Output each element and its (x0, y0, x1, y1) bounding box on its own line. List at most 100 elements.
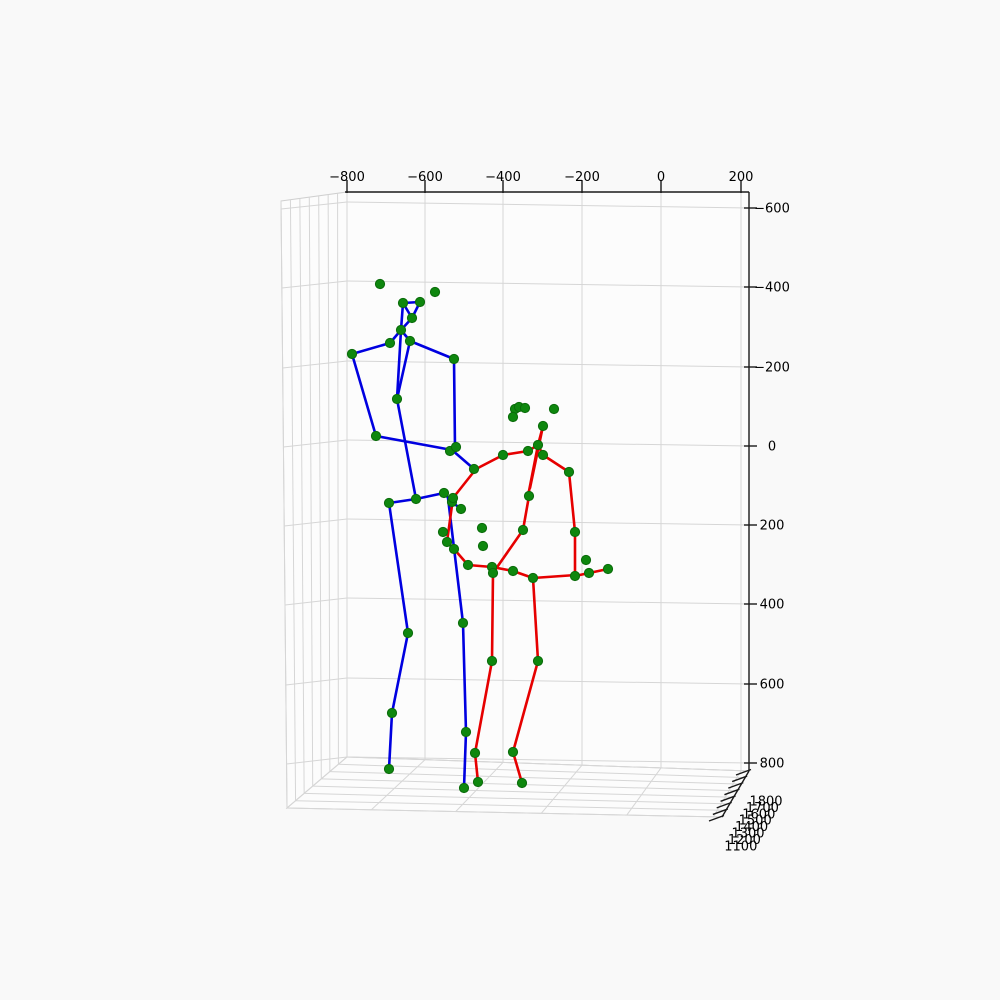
y-grid-floor (329, 771, 742, 785)
joint-marker (395, 324, 407, 336)
joint-marker (532, 439, 544, 451)
z-grid-wall (346, 597, 750, 605)
joint-marker (383, 497, 395, 509)
person-blue-bone (395, 328, 403, 401)
y-grid-floor (304, 792, 730, 805)
joint-marker (410, 493, 422, 505)
joint-marker (450, 441, 462, 453)
y-grid-floor (286, 807, 723, 818)
x-axis-tick-label: −800 (329, 170, 365, 185)
joint-marker (516, 777, 528, 789)
y-grid-wall (289, 199, 297, 801)
y-grid-wall (299, 198, 305, 794)
joint-marker (370, 430, 382, 442)
z-axis-tick-label: 600 (760, 678, 785, 693)
z-axis-tick-label: 800 (760, 757, 785, 772)
x-axis-tick-label: −400 (485, 170, 521, 185)
z-axis-tick-label: −200 (754, 361, 790, 376)
joint-marker (548, 403, 560, 415)
joint-marker (448, 543, 460, 555)
x-grid-floor (455, 762, 504, 812)
joint-marker (391, 393, 403, 405)
joint-marker (507, 411, 519, 423)
joint-marker (487, 567, 499, 579)
z-grid-left (283, 439, 348, 448)
joint-marker (457, 617, 469, 629)
joint-marker (406, 312, 418, 324)
joint-marker (486, 655, 498, 667)
y-axis-tick (735, 768, 752, 776)
joint-marker (477, 540, 489, 552)
person-blue-bone (387, 501, 410, 771)
joint-marker (468, 463, 480, 475)
joint-marker (383, 763, 395, 775)
joint-marker (462, 559, 474, 571)
y-axis-tick (712, 808, 729, 816)
y-axis-tick (731, 775, 748, 783)
z-grid-wall (346, 360, 750, 368)
y-grid-floor (338, 763, 746, 779)
z-axis-tick-label: 0 (768, 440, 776, 455)
joint-marker (507, 746, 519, 758)
x-axis-tick-label: −200 (564, 170, 600, 185)
z-axis-tick-label: −400 (754, 281, 790, 296)
joint-marker (602, 563, 614, 575)
y-grid-wall (318, 195, 322, 779)
joint-marker (448, 353, 460, 365)
y-axis-tick-label: 1400 (735, 820, 768, 835)
person-red-bone (473, 571, 495, 784)
y-grid-wall (337, 193, 339, 765)
y-axis-tick-label: 1600 (742, 807, 775, 822)
z-grid-left (284, 597, 348, 606)
x-grid-floor (286, 756, 348, 809)
joint-marker (414, 296, 426, 308)
joint-marker (397, 297, 409, 309)
joint-marker (402, 627, 414, 639)
joint-marker (527, 572, 539, 584)
y-axis-tick (720, 795, 736, 802)
person-red-bone (451, 449, 530, 500)
joint-marker (580, 554, 592, 566)
z-grid-left (282, 360, 348, 369)
joint-marker (523, 490, 535, 502)
person-blue-bone (446, 496, 468, 790)
x-grid-floor (540, 764, 583, 814)
person-blue-bone (395, 397, 418, 501)
y-axis-tick-label: 1500 (739, 814, 772, 829)
joint-marker (583, 567, 595, 579)
joint-marker (455, 503, 467, 515)
joint-marker (569, 526, 581, 538)
joint-marker (386, 707, 398, 719)
joint-marker (497, 449, 509, 461)
y-axis-tick-label: 1300 (731, 827, 764, 842)
joint-marker (346, 348, 358, 360)
y-axis-tick-label: 1200 (728, 833, 761, 848)
y-grid-floor (312, 785, 734, 798)
z-grid-left (281, 201, 348, 210)
joint-marker (472, 776, 484, 788)
joint-marker (437, 526, 449, 538)
y-axis-tick-label: 1700 (746, 801, 779, 816)
person-blue-bone (395, 339, 412, 401)
person-red-bone (527, 443, 540, 493)
joint-marker (507, 565, 519, 577)
y-grid-wall (280, 200, 288, 809)
z-grid-left (284, 518, 348, 527)
y-axis-tick-label: 1100 (724, 839, 757, 854)
joint-marker (537, 449, 549, 461)
back-pane (346, 191, 750, 772)
joint-marker (469, 747, 481, 759)
joint-marker (447, 492, 459, 504)
joint-marker (537, 420, 549, 432)
joint-marker (438, 487, 450, 499)
z-axis-tick-label: 400 (760, 598, 785, 613)
joint-marker (517, 524, 529, 536)
x-axis-tick-label: 200 (729, 170, 754, 185)
y-axis-tick (716, 801, 732, 809)
y-axis-tick (724, 788, 740, 796)
z-grid-wall (346, 518, 750, 526)
joint-marker (429, 286, 441, 298)
y-grid-floor (295, 800, 726, 811)
z-grid-wall (346, 280, 750, 288)
